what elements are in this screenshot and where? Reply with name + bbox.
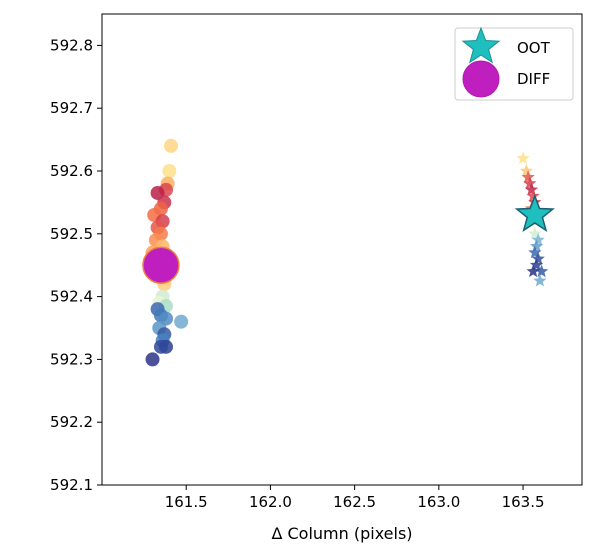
y-tick-label: 592.2 [50, 413, 93, 431]
oot-point [519, 164, 534, 177]
legend-label-diff: DIFF [517, 70, 550, 88]
y-tick-label: 592.7 [50, 99, 93, 117]
legend-star-icon [461, 26, 501, 64]
y-tick-label: 592.6 [50, 162, 93, 180]
oot-point [524, 182, 539, 196]
highlight-markers [142, 193, 555, 284]
oot-centroid-marker [514, 193, 555, 233]
data-points [145, 138, 549, 367]
oot-point [528, 226, 542, 240]
x-axis-label: Δ Column (pixels) [271, 524, 412, 543]
oot-point [533, 273, 547, 287]
oot-point [526, 264, 540, 278]
oot-point [529, 258, 544, 271]
diff-point [164, 138, 179, 153]
y-tick-label: 592.4 [50, 288, 93, 306]
oot-point [523, 176, 537, 190]
legend-circle-icon [462, 60, 500, 98]
legend: OOT DIFF [454, 26, 574, 101]
x-tick-label: 161.5 [165, 493, 208, 511]
diff-point [145, 352, 160, 367]
x-tick-label: 162.5 [333, 493, 376, 511]
oot-point [528, 245, 542, 259]
x-tick-label: 163.0 [417, 493, 460, 511]
y-tick-label: 592.3 [50, 350, 93, 368]
oot-point [529, 239, 544, 253]
y-axis-ticks: 592.1 592.2 592.3 592.4 592.5 592.6 592.7 592.8 [50, 36, 102, 494]
plot-frame [101, 13, 583, 486]
x-axis-ticks: 161.5 162.0 162.5 163.0 163.5 [165, 485, 545, 511]
diff-centroid-marker [142, 246, 180, 284]
x-tick-label: 163.5 [502, 493, 545, 511]
y-tick-label: 592.1 [50, 476, 93, 494]
diff-point [174, 314, 189, 329]
oot-point [534, 264, 549, 278]
x-tick-label: 162.0 [249, 493, 292, 511]
diff-point [153, 339, 168, 354]
oot-point [516, 151, 530, 165]
y-tick-label: 592.5 [50, 225, 93, 243]
oot-point [531, 233, 545, 246]
legend-label-oot: OOT [517, 39, 551, 57]
oot-point [526, 189, 540, 202]
oot-point [521, 170, 535, 183]
oot-point [531, 251, 545, 265]
diff-point [162, 164, 177, 178]
y-tick-label: 592.8 [50, 36, 93, 54]
